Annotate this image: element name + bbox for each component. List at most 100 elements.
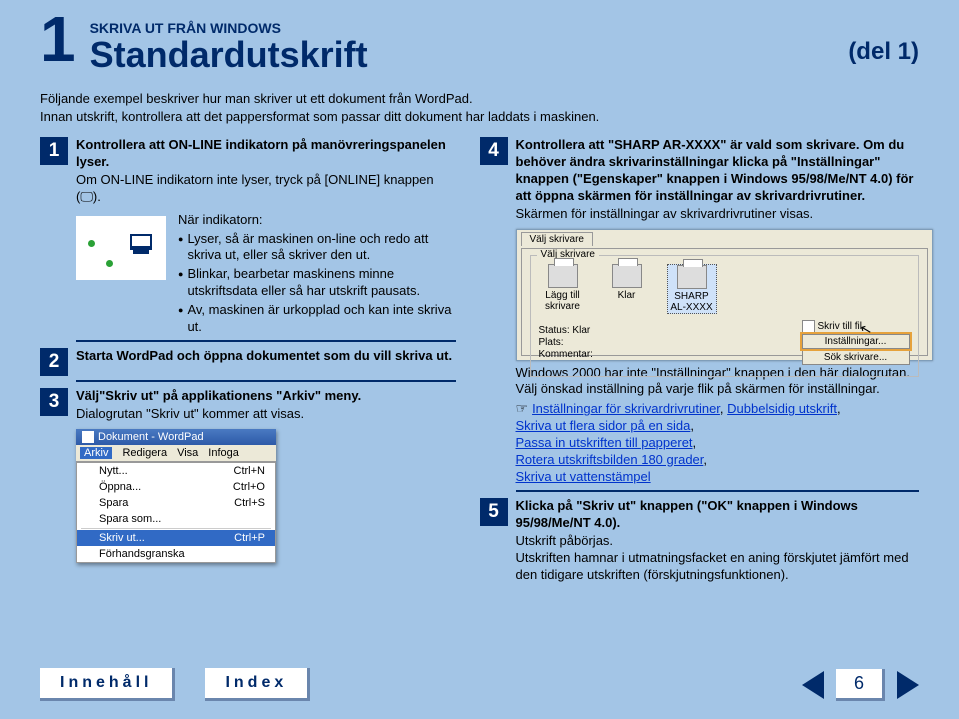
contents-button[interactable]: Innehåll [40, 668, 175, 701]
bullet-off: Av, maskinen är urkopplad och kan inte s… [178, 302, 456, 336]
step-2-head: Starta WordPad och öppna dokumentet som … [76, 348, 456, 365]
led-icon [106, 260, 113, 267]
bullet-blink: Blinkar, bearbetar maskinens minne utskr… [178, 266, 456, 300]
step-divider [516, 490, 920, 492]
page-number: 6 [836, 669, 885, 701]
link-driver-settings[interactable]: Inställningar för skrivardrivrutiner [532, 401, 720, 416]
prev-page-button[interactable] [802, 671, 824, 699]
pd-group: Välj skrivare Lägg tillskrivare Klar [530, 255, 919, 377]
step-5: 5 Klicka på "Skriv ut" knappen ("OK" kna… [480, 498, 920, 584]
step-4: 4 Kontrollera att "SHARP AR-XXXX" är val… [480, 137, 920, 486]
link-fit[interactable]: Passa in utskriften till papperet [516, 435, 693, 450]
left-column: 1 Kontrollera att ON-LINE indikatorn på … [40, 131, 456, 584]
pd-status-col: Status: Klar Plats: Kommentar: [539, 325, 593, 361]
menu-item-saveas: Spara som... [77, 511, 275, 527]
step-2-body: Starta WordPad och öppna dokumentet som … [76, 348, 456, 376]
document-icon [82, 431, 94, 443]
led-icon [88, 240, 95, 247]
wordpad-title: Dokument - WordPad [98, 431, 204, 443]
menu-arkiv: Arkiv [80, 447, 112, 459]
menu-item-preview: Förhandsgranska [77, 546, 275, 562]
pd-printer-sharp: SHARPAL-XXXX [667, 264, 717, 314]
printer-icon [548, 264, 578, 288]
menu-item-print: Skriv ut...Ctrl+P [77, 530, 275, 546]
menu-item-new: Nytt...Ctrl+N [77, 463, 275, 479]
step-5-sub1: Utskrift påbörjas. [516, 533, 920, 550]
monitor-icon [130, 234, 152, 250]
part-label: (del 1) [848, 38, 919, 66]
wordpad-dropdown: Nytt...Ctrl+N Öppna...Ctrl+O SparaCtrl+S… [76, 462, 276, 563]
wordpad-menu-mock: Dokument - WordPad Arkiv Redigera Visa I… [76, 429, 276, 563]
wordpad-menubar: Arkiv Redigera Visa Infoga [76, 445, 276, 462]
step-1: 1 Kontrollera att ON-LINE indikatorn på … [40, 137, 456, 336]
step-1-sub-b: ). [93, 189, 101, 204]
step-5-head: Klicka på "Skriv ut" knappen ("OK" knapp… [516, 498, 920, 532]
step-5-body: Klicka på "Skriv ut" knappen ("OK" knapp… [516, 498, 920, 584]
link-nup[interactable]: Skriva ut flera sidor på en sida [516, 418, 691, 433]
next-page-button[interactable] [897, 671, 919, 699]
step-3-sub: Dialogrutan "Skriv ut" kommer att visas. [76, 406, 456, 423]
step-2-num: 2 [40, 348, 68, 376]
pd-printer-list: Lägg tillskrivare Klar SHARPAL-XXXX [539, 264, 910, 314]
link-rotate[interactable]: Rotera utskriftsbilden 180 grader [516, 452, 704, 467]
indicator-label: När indikatorn: [178, 212, 456, 229]
page-title: Standardutskrift [90, 34, 368, 76]
pd-inner: Välj skrivare Lägg tillskrivare Klar [521, 248, 928, 356]
index-button[interactable]: Index [205, 668, 310, 701]
step-1-sub-a: Om ON-LINE indikatorn inte lyser, tryck … [76, 172, 434, 204]
intro-line1: Följande exempel beskriver hur man skriv… [40, 90, 919, 108]
indicator-text: När indikatorn: Lyser, så är maskinen on… [178, 212, 456, 336]
printer-icon [677, 265, 707, 289]
chapter-number: 1 [40, 12, 76, 66]
step-4-head: Kontrollera att "SHARP AR-XXXX" är vald … [516, 137, 933, 205]
menu-visa: Visa [177, 447, 198, 459]
pd-find-button: Sök skrivare... [802, 350, 910, 365]
step-5-num: 5 [480, 498, 508, 526]
step-2: 2 Starta WordPad och öppna dokumentet so… [40, 348, 456, 376]
pd-prefs-button: Inställningar... [802, 334, 910, 349]
step-1-head: Kontrollera att ON-LINE indikatorn på ma… [76, 137, 456, 171]
indicator-panel [76, 216, 166, 280]
step-4-body: Kontrollera att "SHARP AR-XXXX" är vald … [516, 137, 933, 486]
monitor-glyph-icon: 🖵 [80, 189, 93, 204]
monitor-base-icon [133, 250, 149, 254]
wordpad-titlebar: Dokument - WordPad [76, 429, 276, 445]
step-4-links: ☞Inställningar för skrivardrivrutiner, D… [516, 399, 933, 485]
intro: Följande exempel beskriver hur man skriv… [40, 90, 919, 125]
link-duplex[interactable]: Dubbelsidig utskrift [727, 401, 837, 416]
columns: 1 Kontrollera att ON-LINE indikatorn på … [40, 131, 919, 584]
menu-item-open: Öppna...Ctrl+O [77, 479, 275, 495]
bottom-nav: Innehåll Index 6 [40, 668, 919, 701]
pd-print-to-file: Skriv till fil [802, 320, 910, 333]
link-watermark[interactable]: Skriva ut vattenstämpel [516, 469, 651, 484]
menu-sep [81, 528, 271, 529]
print-dialog-mock: Välj skrivare Välj skrivare Lägg tillskr… [516, 229, 933, 361]
menu-item-save: SparaCtrl+S [77, 495, 275, 511]
title-block: SKRIVA UT FRÅN WINDOWS Standardutskrift [90, 18, 368, 76]
page-root: 1 SKRIVA UT FRÅN WINDOWS Standardutskrif… [0, 0, 959, 719]
header: 1 SKRIVA UT FRÅN WINDOWS Standardutskrif… [40, 18, 919, 76]
right-column: 4 Kontrollera att "SHARP AR-XXXX" är val… [480, 131, 920, 584]
bullet-lit: Lyser, så är maskinen on-line och redo a… [178, 231, 456, 265]
pager: 6 [802, 669, 919, 701]
step-4-num: 4 [480, 137, 508, 165]
menu-infoga: Infoga [208, 447, 239, 459]
step-divider [76, 340, 456, 342]
note-icon: ☞ [516, 400, 529, 416]
pd-add-printer: Lägg tillskrivare [539, 264, 587, 314]
menu-redigera: Redigera [122, 447, 167, 459]
printer-icon [612, 264, 642, 288]
header-left: 1 SKRIVA UT FRÅN WINDOWS Standardutskrif… [40, 18, 368, 76]
step-1-num: 1 [40, 137, 68, 165]
pd-fields: Status: Klar Plats: Kommentar: Skriv til… [539, 320, 910, 366]
pd-printer-ready: Klar [603, 264, 651, 314]
intro-line2: Innan utskrift, kontrollera att det papp… [40, 108, 919, 126]
step-divider [76, 380, 456, 382]
step-3-num: 3 [40, 388, 68, 416]
step-1-sub: Om ON-LINE indikatorn inte lyser, tryck … [76, 172, 456, 206]
step-3-body: Välj"Skriv ut" på applikationens "Arkiv"… [76, 388, 456, 423]
step-4-sub: Skärmen för inställningar av skrivardriv… [516, 206, 933, 223]
pd-tab: Välj skrivare [521, 232, 593, 246]
step-3: 3 Välj"Skriv ut" på applikationens "Arki… [40, 388, 456, 423]
step-5-sub2: Utskriften hamnar i utmatningsfacket en … [516, 550, 920, 584]
